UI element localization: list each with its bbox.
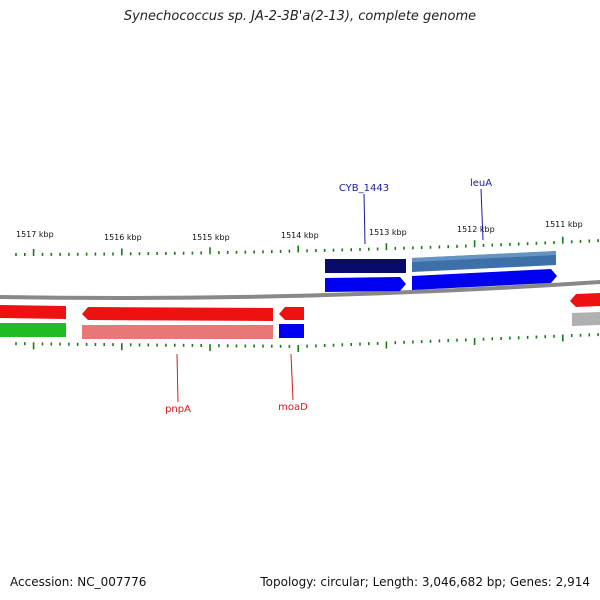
gene-CYB_1443[interactable] <box>325 259 406 273</box>
cds-pnpA[interactable] <box>82 307 273 321</box>
scale-label-1517: 1517 kbp <box>16 230 54 239</box>
outer-tick-row <box>15 236 599 256</box>
genome-title: Synechococcus sp. JA-2-3B'a(2-13), compl… <box>123 9 477 24</box>
leader-CYB_1443 <box>363 193 366 245</box>
cds-right-edge[interactable] <box>570 293 600 307</box>
leader-moaD <box>290 353 294 401</box>
genome-summary: Topology: circular; Length: 3,046,682 bp… <box>260 575 590 589</box>
cds-leuA[interactable] <box>412 269 557 290</box>
cds-CYB_1443[interactable] <box>325 277 406 292</box>
gene-moaD[interactable] <box>279 324 304 338</box>
gene-label-moaD[interactable]: moaD <box>278 402 308 413</box>
genome-backbone <box>0 280 600 300</box>
leader-leuA <box>480 188 484 241</box>
leader-pnpA <box>176 353 179 403</box>
gene-label-pnpA[interactable]: pnpA <box>165 404 191 415</box>
cds-left-edge[interactable] <box>0 305 66 319</box>
scale-label-1513: 1513 kbp <box>369 228 407 237</box>
cds-moaD[interactable] <box>279 307 304 320</box>
accession-label: Accession: NC_007776 <box>10 575 147 589</box>
gene-right-edge[interactable] <box>572 312 600 326</box>
scale-label-1515: 1515 kbp <box>192 233 230 242</box>
scale-label-1512: 1512 kbp <box>457 225 495 234</box>
gene-label-leuA[interactable]: leuA <box>470 178 492 189</box>
gene-label-CYB_1443[interactable]: CYB_1443 <box>339 183 389 194</box>
gene-pnpA[interactable] <box>82 325 273 339</box>
gene-leuA-highlight <box>412 251 556 262</box>
inner-tick-row <box>15 333 599 352</box>
scale-label-1516: 1516 kbp <box>104 233 142 242</box>
scale-label-1514: 1514 kbp <box>281 231 319 240</box>
gene-left-edge[interactable] <box>0 323 66 337</box>
scale-label-1511: 1511 kbp <box>545 220 583 229</box>
scale-labels: 1517 kbp 1516 kbp 1515 kbp 1514 kbp 1513… <box>16 220 583 242</box>
